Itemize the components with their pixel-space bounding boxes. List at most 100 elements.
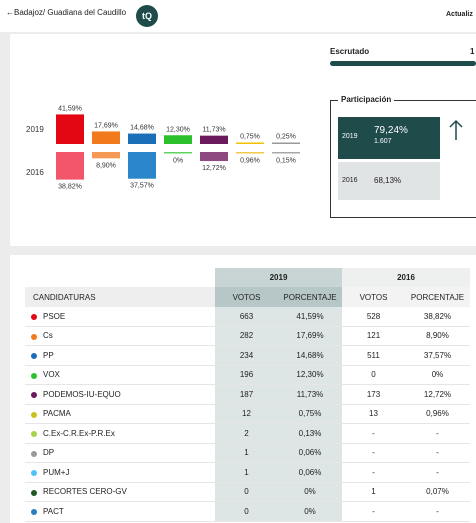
table-cell: 187 xyxy=(215,385,278,405)
party-name: PACMA xyxy=(25,404,215,424)
table-cell: 1 xyxy=(215,463,278,483)
table-cell: 528 xyxy=(342,307,405,327)
table-cell: - xyxy=(342,443,405,463)
table-cell: 41,59% xyxy=(278,307,342,327)
percent: 68,13% xyxy=(374,176,402,185)
table-cell: 0 xyxy=(342,365,405,385)
party-dot xyxy=(31,411,37,418)
value-label: 14,68% xyxy=(130,125,154,132)
table-cell: - xyxy=(342,502,405,522)
table-cell: 38,82% xyxy=(405,307,470,327)
table-cell: 0% xyxy=(405,365,470,385)
table-cell: 12 xyxy=(215,404,278,424)
party-name: Cs xyxy=(25,326,215,346)
bar-2016 xyxy=(164,152,192,154)
updated: Actualiz xyxy=(446,11,473,18)
scrutiny-label: Escrutado xyxy=(330,47,370,56)
value-label: 37,57% xyxy=(130,183,154,190)
back-link[interactable]: ←Badajoz/ Guadiana del Caudillo xyxy=(6,8,127,17)
party-dot xyxy=(31,489,37,496)
year-header: 2019 xyxy=(215,268,342,287)
table-cell: 12,72% xyxy=(405,385,470,405)
bar-2019 xyxy=(272,142,300,144)
party-name: PACT xyxy=(25,502,215,522)
bar-2019 xyxy=(92,131,120,144)
bar-2016 xyxy=(236,152,264,154)
table-cell: 1 xyxy=(342,482,405,502)
column-header: CANDIDATURAS xyxy=(25,287,215,307)
voters: 1.607 xyxy=(374,138,392,145)
table-cell: - xyxy=(405,463,470,483)
participation-2016: 2016 68,13% xyxy=(338,162,440,200)
table-cell: 173 xyxy=(342,385,405,405)
value-label: 0,25% xyxy=(276,134,296,141)
table-cell: - xyxy=(405,502,470,522)
table-cell: 121 xyxy=(342,326,405,346)
table-cell: 13 xyxy=(342,404,405,424)
year-header: 2016 xyxy=(342,268,470,287)
party-name: RECORTES CERO-GV xyxy=(25,482,215,502)
bar-summary: 2019 2016 41,59% 38,82% 17,69% 8,90% 14,68% 37,… xyxy=(26,105,300,191)
participation-box xyxy=(330,100,476,218)
party-name: PP xyxy=(25,346,215,366)
party-name: VOX xyxy=(25,365,215,385)
value-label: 8,90% xyxy=(96,162,116,169)
participation-2019: 2019 79,24% 1.607 xyxy=(338,117,440,159)
bar-2016 xyxy=(92,152,120,159)
bar-2019 xyxy=(164,135,192,144)
table-cell: 8,90% xyxy=(405,326,470,346)
party-dot xyxy=(31,353,37,359)
value-label: 0,75% xyxy=(240,134,260,141)
percent: 79,24% xyxy=(374,125,408,136)
value-label: 17,69% xyxy=(94,122,118,129)
bar-2016 xyxy=(272,152,300,154)
table-cell: 282 xyxy=(215,326,278,346)
column-header: VOTOS xyxy=(342,287,405,307)
table-cell: 663 xyxy=(215,307,278,327)
table-cell: - xyxy=(405,424,470,444)
table-cell: 0% xyxy=(278,502,342,522)
scrutiny-value: 1 xyxy=(470,47,475,56)
table-cell: 0,96% xyxy=(405,404,470,424)
arrow-up xyxy=(449,119,463,140)
table-cell: 0,75% xyxy=(278,404,342,424)
table-cell: - xyxy=(342,424,405,444)
table-cell: 1 xyxy=(215,443,278,463)
year-label: 2016 xyxy=(26,168,44,177)
party-name: PSOE xyxy=(25,307,215,327)
table-cell: 196 xyxy=(215,365,278,385)
table-cell: 14,68% xyxy=(278,346,342,366)
party-name: PODEMOS-IU-EQUO xyxy=(25,385,215,405)
back-text: Badajoz/ Guadiana del Caudillo xyxy=(14,8,127,17)
bar-2016 xyxy=(56,152,84,180)
logo: tQ xyxy=(136,5,158,27)
value-label: 12,30% xyxy=(166,126,190,133)
bar-2019 xyxy=(236,142,264,144)
party-dot xyxy=(31,450,37,457)
value-label: 0,15% xyxy=(276,158,296,165)
table-cell: 0,06% xyxy=(278,463,342,483)
bar-2019 xyxy=(200,135,228,144)
header: ←Badajoz/ Guadiana del Caudillo tQ Actua… xyxy=(0,0,476,32)
scrutiny-bar xyxy=(330,61,476,66)
party-name: DP xyxy=(25,443,215,463)
party-dot xyxy=(31,314,37,320)
table-cell: 0 xyxy=(215,482,278,502)
value-label: 0% xyxy=(173,158,183,165)
table-cell: 0 xyxy=(215,502,278,522)
year-label: 2019 xyxy=(26,125,44,134)
party-dot xyxy=(31,509,37,515)
table-cell: 2 xyxy=(215,424,278,444)
table-cell: 0,13% xyxy=(278,424,342,444)
table-cell: 37,57% xyxy=(405,346,470,366)
party-dot xyxy=(31,431,37,437)
participation-title: Participación xyxy=(338,95,395,104)
value-label: 11,73% xyxy=(202,127,225,134)
party-dot xyxy=(31,333,37,340)
table-cell: 234 xyxy=(215,346,278,366)
party-dot xyxy=(31,392,37,398)
year: 2019 xyxy=(342,133,358,140)
party-name: PUM+J xyxy=(25,463,215,483)
table-cell: 0,06% xyxy=(278,443,342,463)
